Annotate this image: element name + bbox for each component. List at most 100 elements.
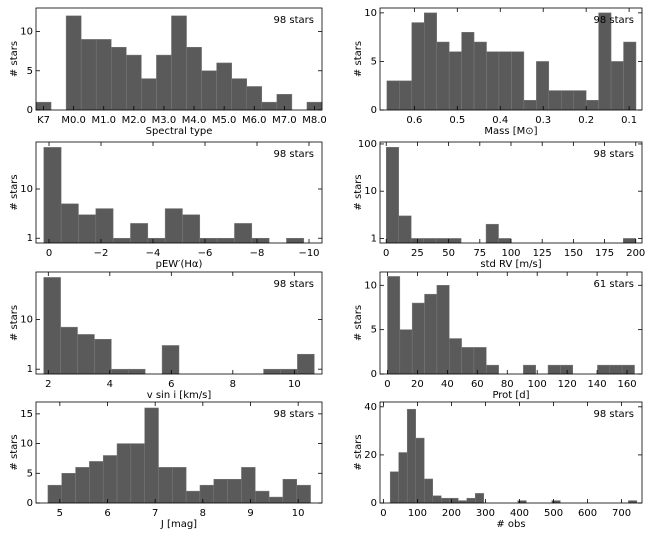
bar [199,484,215,504]
bar [255,490,270,504]
bar [511,51,525,111]
bar [485,223,499,244]
bar [185,490,201,504]
x-axis-label: pEW′(Hα) [156,259,203,270]
x-tick-label: 8 [230,379,236,390]
plot-frame [35,7,323,111]
bar [186,46,202,111]
bar [89,461,104,504]
x-tick-label: 600 [578,508,597,519]
x-tick-label: M6.0 [242,115,267,126]
x-tick-label: M4.0 [182,115,207,126]
x-tick-label: 5 [57,508,63,519]
x-tick-label: 0.5 [449,115,465,126]
x-tick-label: 0 [46,248,52,259]
x-tick-label: −6 [198,248,213,259]
bar [498,238,512,244]
bar [234,223,253,244]
annotation: 98 stars [274,149,314,160]
x-tick-label: −2 [94,248,109,259]
y-tick-label: 1 [27,233,33,244]
x-tick-label: 8 [200,508,206,519]
x-tick-label: M2.0 [122,115,147,126]
bar [448,51,462,111]
annotation: 98 stars [274,279,314,290]
bar [130,443,145,504]
annotation: 98 stars [594,409,634,420]
x-tick-label: 4 [107,379,113,390]
bar [213,478,228,504]
x-tick-label: 400 [510,508,529,519]
x-tick-label: M5.0 [212,115,237,126]
bar [43,147,62,244]
plot-frame [379,141,643,244]
x-tick-label: −10 [298,248,319,259]
bar [423,478,433,504]
y-tick-label: 0 [371,105,377,116]
bar [128,368,146,375]
bar [161,345,180,375]
bar [436,41,450,111]
x-axis-label: Prot [d] [492,390,529,401]
y-tick-label: 5 [371,56,377,67]
bar [585,100,599,111]
x-tick-label: 10 [288,379,301,390]
y-axis-label: # stars [353,41,364,77]
y-tick-label: 100 [358,139,377,150]
bar [536,61,550,111]
bar [61,473,76,504]
bar [573,90,587,111]
y-tick-label: 1 [27,364,33,375]
bar [60,326,78,375]
bar [80,39,97,111]
x-tick-label: 200 [626,248,645,259]
bar [112,237,131,244]
x-tick-label: 6 [168,379,174,390]
x-tick-label: 7 [152,508,158,519]
bar [610,61,624,111]
bar [548,90,562,111]
bar [199,237,218,244]
bar [609,364,623,375]
x-tick-label: 100 [501,248,520,259]
bar [466,497,476,504]
x-tick-label: 60 [471,379,484,390]
x-tick-label: 0.3 [535,115,551,126]
bar [561,90,574,111]
x-tick-label: M1.0 [91,115,116,126]
plot-frame [35,401,323,504]
bar [621,364,635,375]
x-tick-label: M7.0 [272,115,297,126]
x-tick-label: 0 [384,379,390,390]
bar [475,493,485,504]
y-tick-label: 5 [27,66,33,77]
bar [560,364,574,375]
y-tick-label: 10 [20,184,33,195]
x-tick-label: 160 [617,379,636,390]
bar [523,364,536,375]
bar [486,364,499,375]
bar [523,100,537,111]
bar [386,80,400,111]
x-tick-label: 120 [558,379,577,390]
bar [156,54,172,111]
y-tick-label: 20 [364,450,377,461]
bar [201,70,217,111]
bar [411,22,425,111]
bar [130,223,149,244]
bar [623,41,637,111]
bar [261,101,278,111]
x-tick-label: K7 [37,115,50,126]
y-axis-label: # stars [9,305,20,341]
y-tick-label: 10 [364,186,377,197]
y-tick-label: 0 [371,369,377,380]
x-tick-label: 150 [564,248,583,259]
x-tick-label: 300 [476,508,495,519]
x-axis-label: std RV [m/s] [480,259,541,270]
plot-frame [35,141,323,244]
x-tick-label: 0.4 [492,115,508,126]
bar [423,12,437,111]
bar [94,338,112,375]
x-tick-label: 175 [595,248,614,259]
bar [227,478,242,504]
